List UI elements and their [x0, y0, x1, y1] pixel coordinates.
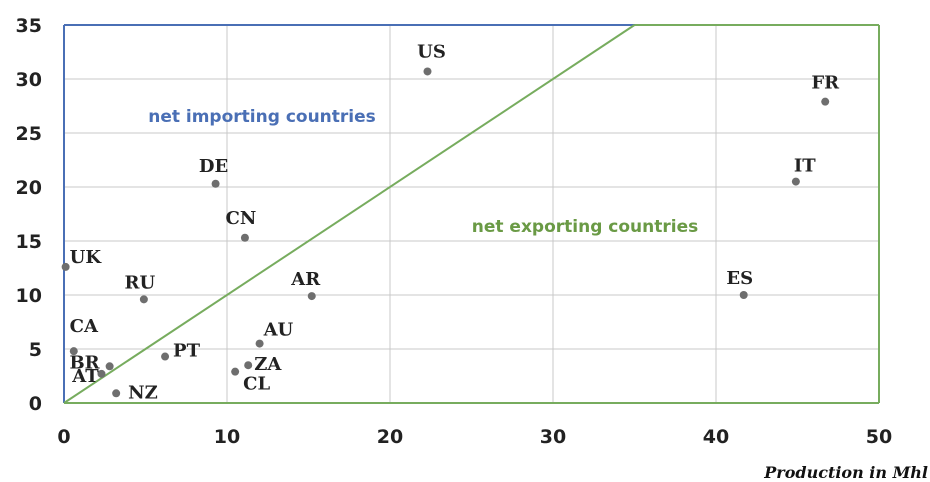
data-points [61, 67, 830, 398]
y-tick-label: 5 [29, 339, 42, 361]
data-point [244, 361, 253, 370]
region-borders [63, 24, 880, 404]
data-point [139, 295, 148, 304]
y-tick-label: 25 [16, 123, 42, 145]
point-label: FR [811, 73, 840, 94]
x-axis-label: Production in Mhl [763, 463, 928, 482]
export-region-label: net exporting countries [472, 217, 699, 237]
data-point [97, 369, 106, 378]
data-point [211, 179, 220, 188]
point-label: NZ [128, 382, 158, 403]
point-label: AR [290, 269, 321, 290]
x-tick-label: 20 [377, 426, 403, 448]
x-tick-label: 50 [866, 426, 892, 448]
point-label: RU [125, 272, 156, 293]
point-label: CN [226, 208, 257, 229]
point-label: AT [71, 366, 99, 387]
point-label: IT [794, 156, 816, 177]
x-tick-label: 40 [703, 426, 729, 448]
y-tick-label: 15 [16, 231, 42, 253]
data-point [69, 347, 78, 356]
y-tick-label: 0 [29, 393, 42, 415]
data-point [231, 367, 240, 376]
point-label: CL [243, 374, 270, 395]
data-point [255, 339, 264, 348]
point-label: CA [70, 316, 99, 337]
data-point [821, 97, 830, 106]
y-tick-label: 35 [16, 15, 42, 37]
axis-ticks: 0 10 20 30 40 50 0 5 10 15 20 25 30 35 [16, 15, 893, 448]
point-label: AU [263, 320, 294, 341]
data-point [791, 177, 800, 186]
data-labels: US FR IT DE CN UK ES AR RU CA AU PT BR ZA AT CL NZ [69, 41, 840, 403]
y-tick-label: 20 [16, 177, 42, 199]
data-point [112, 389, 121, 398]
point-label: PT [173, 341, 201, 362]
data-point [105, 362, 114, 371]
point-label: US [417, 41, 446, 62]
point-label: DE [199, 156, 228, 177]
data-point [161, 352, 170, 361]
x-tick-label: 30 [540, 426, 566, 448]
point-label: BR [69, 352, 100, 373]
data-point [61, 262, 70, 271]
y-tick-label: 10 [16, 285, 42, 307]
x-tick-label: 0 [57, 426, 70, 448]
x-tick-label: 10 [214, 426, 240, 448]
data-point [423, 67, 432, 76]
import-region-label: net importing countries [148, 107, 376, 127]
y-tick-label: 30 [16, 69, 42, 91]
point-label: UK [70, 247, 103, 268]
point-label: ES [726, 268, 753, 289]
data-point [307, 292, 316, 301]
data-point [739, 291, 748, 299]
parity-diagonal-line [63, 24, 636, 404]
data-point [240, 233, 249, 242]
point-label: ZA [254, 354, 282, 375]
